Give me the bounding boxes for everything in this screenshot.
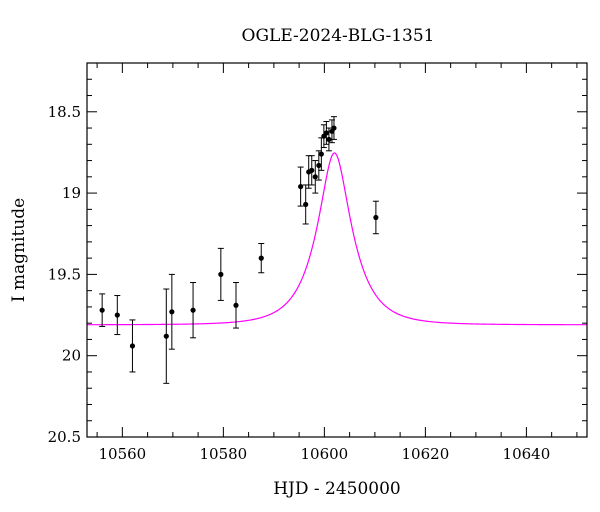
- y-tick-label: 19.5: [48, 265, 81, 283]
- data-point: [233, 302, 239, 308]
- data-point: [99, 307, 105, 313]
- data-point: [163, 333, 169, 339]
- x-tick-label: 10600: [301, 445, 349, 463]
- data-point: [218, 271, 224, 277]
- y-axis-label: I magnitude: [9, 198, 29, 302]
- data-point: [114, 312, 120, 318]
- plot-frame: [86, 62, 588, 438]
- data-point: [303, 201, 309, 208]
- y-tick-label: 19: [62, 184, 81, 202]
- chart-title: OGLE-2024-BLG-1351: [242, 26, 435, 46]
- data-point: [298, 183, 304, 190]
- data-point: [190, 307, 196, 313]
- x-axis-label: HJD - 2450000: [273, 479, 401, 499]
- data-point: [373, 214, 379, 221]
- data-point: [326, 136, 332, 143]
- y-tick-label: 20: [62, 347, 81, 365]
- x-tick-label: 10640: [503, 445, 551, 463]
- data-point: [169, 309, 175, 315]
- data-point: [323, 130, 329, 136]
- axis-ticks: 10560 10580 10600 10620 10640 18.5 19 19.5 20 20.…: [48, 62, 587, 463]
- x-tick-label: 10620: [402, 445, 450, 463]
- x-tick-label: 10560: [98, 445, 146, 463]
- data-point: [309, 167, 315, 173]
- y-tick-label: 18.5: [48, 103, 81, 121]
- data-point: [316, 162, 322, 169]
- data-point: [129, 343, 136, 349]
- data-point: [312, 174, 318, 180]
- data-point: [318, 151, 324, 157]
- model-curve: [87, 152, 588, 326]
- plot-area: [87, 116, 588, 384]
- data-point: [331, 125, 337, 131]
- y-tick-label: 20.5: [48, 428, 81, 446]
- data-point: [258, 255, 264, 261]
- x-tick-label: 10580: [200, 445, 248, 463]
